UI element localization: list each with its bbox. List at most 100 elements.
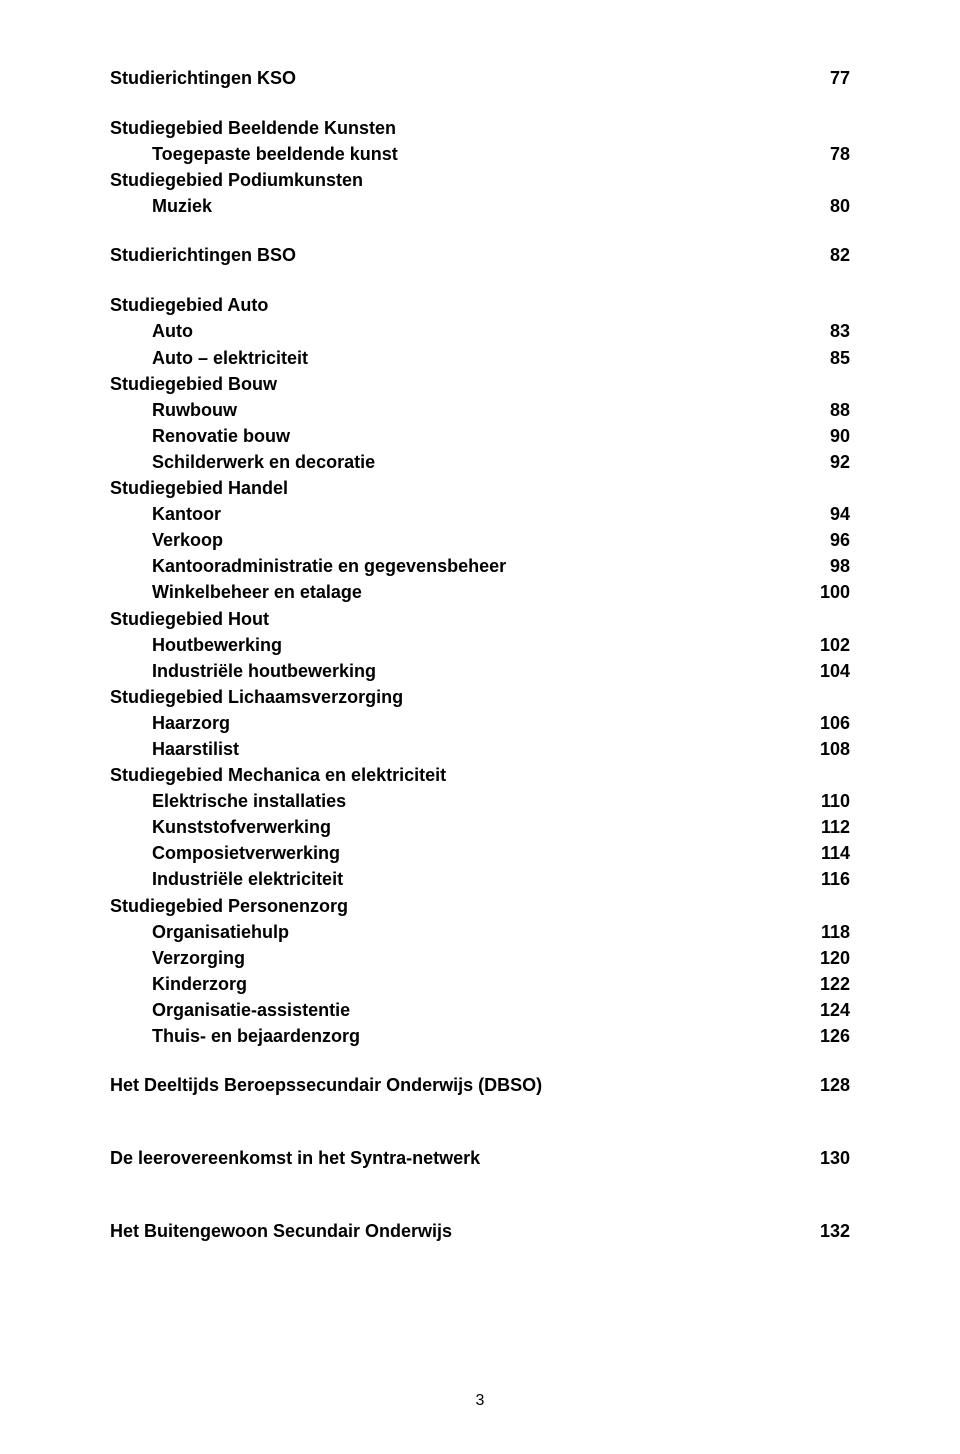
toc-entry: Winkelbeheer en etalage 100 <box>110 579 850 605</box>
toc-entry-page: 120 <box>820 945 850 971</box>
toc-entry-label: Thuis- en bejaardenzorg <box>152 1023 360 1049</box>
toc-entry-label: Kunststofverwerking <box>152 814 331 840</box>
toc-entry-label: Ruwbouw <box>152 397 237 423</box>
toc-entry: Industriële elektriciteit 116 <box>110 866 850 892</box>
toc-entry-label: Houtbewerking <box>152 632 282 658</box>
toc-entry-page: 122 <box>820 971 850 997</box>
toc-group-label: Studiegebied Auto <box>110 292 268 318</box>
toc-section-header: Studierichtingen KSO77 <box>110 68 850 89</box>
section-spacer <box>110 1049 850 1075</box>
toc-entry-page: 106 <box>820 710 850 736</box>
toc-entry-page: 116 <box>821 866 850 892</box>
toc-section-label: Het Deeltijds Beroepssecundair Onderwijs… <box>110 1075 542 1096</box>
toc-section-page: 132 <box>820 1221 850 1242</box>
toc-group-label: Studiegebied Handel <box>110 475 288 501</box>
toc-section-label: Studierichtingen BSO <box>110 245 296 266</box>
toc-entry-page: 104 <box>820 658 850 684</box>
toc-entry-page: 98 <box>830 553 850 579</box>
toc-entry-label: Haarzorg <box>152 710 230 736</box>
toc-entry-label: Muziek <box>152 193 212 219</box>
toc-entry-page: 78 <box>830 141 850 167</box>
toc-entry-page: 112 <box>821 814 850 840</box>
toc-group-title: Studiegebied Podiumkunsten <box>110 167 850 193</box>
toc-group-label: Studiegebied Hout <box>110 606 269 632</box>
toc-entry-label: Winkelbeheer en etalage <box>152 579 362 605</box>
toc-entry-page: 100 <box>820 579 850 605</box>
toc-section-page: 130 <box>820 1148 850 1169</box>
section-spacer <box>110 219 850 245</box>
toc-entry: Verzorging 120 <box>110 945 850 971</box>
toc-entry: Verkoop 96 <box>110 527 850 553</box>
toc-entry-page: 83 <box>830 318 850 344</box>
toc-entry: Auto – elektriciteit 85 <box>110 345 850 371</box>
toc-group-title: Studiegebied Handel <box>110 475 850 501</box>
toc-entry: Ruwbouw 88 <box>110 397 850 423</box>
toc-group-title: Studiegebied Lichaamsverzorging <box>110 684 850 710</box>
toc-section-label: Het Buitengewoon Secundair Onderwijs <box>110 1221 452 1242</box>
toc-group-label: Studiegebied Podiumkunsten <box>110 167 363 193</box>
toc-group-label: Studiegebied Lichaamsverzorging <box>110 684 403 710</box>
toc-entry: Elektrische installaties110 <box>110 788 850 814</box>
toc-group-title: Studiegebied Bouw <box>110 371 850 397</box>
toc-entry: Organisatiehulp 118 <box>110 919 850 945</box>
toc-entry-label: Kinderzorg <box>152 971 247 997</box>
toc-entry-page: 88 <box>830 397 850 423</box>
toc-entry-page: 108 <box>820 736 850 762</box>
toc-entry-page: 80 <box>830 193 850 219</box>
toc-entry: Haarzorg 106 <box>110 710 850 736</box>
toc-section-header: De leerovereenkomst in het Syntra-netwer… <box>110 1148 850 1169</box>
toc-entry: Auto 83 <box>110 318 850 344</box>
toc-entry-page: 118 <box>821 919 850 945</box>
toc-entry-page: 90 <box>830 423 850 449</box>
toc-entry-label: Organisatiehulp <box>152 919 289 945</box>
toc-group-title: Studiegebied Beeldende Kunsten <box>110 115 850 141</box>
toc-entry-page: 85 <box>830 345 850 371</box>
toc-section-header: Het Deeltijds Beroepssecundair Onderwijs… <box>110 1075 850 1096</box>
toc-section-label: De leerovereenkomst in het Syntra-netwer… <box>110 1148 480 1169</box>
toc-entry-label: Haarstilist <box>152 736 239 762</box>
toc-group-label: Studiegebied Mechanica en elektriciteit <box>110 762 446 788</box>
toc-group-label: Studiegebied Personenzorg <box>110 893 348 919</box>
toc-entry-label: Organisatie-assistentie <box>152 997 350 1023</box>
toc-entry-label: Elektrische installaties <box>152 788 346 814</box>
toc-entry: Organisatie-assistentie 124 <box>110 997 850 1023</box>
toc-group-title: Studiegebied Personenzorg <box>110 893 850 919</box>
toc-entry-page: 114 <box>821 840 850 866</box>
toc-entry-label: Composietverwerking <box>152 840 340 866</box>
toc-entry: Houtbewerking 102 <box>110 632 850 658</box>
toc-entry: Industriële houtbewerking104 <box>110 658 850 684</box>
toc-entry-label: Verkoop <box>152 527 223 553</box>
toc-entry-label: Kantooradministratie en gegevensbeheer <box>152 553 506 579</box>
toc-entry-page: 124 <box>820 997 850 1023</box>
toc-entry-label: Schilderwerk en decoratie <box>152 449 375 475</box>
toc-group-label: Studiegebied Beeldende Kunsten <box>110 115 396 141</box>
toc-section-label: Studierichtingen KSO <box>110 68 296 89</box>
toc-entry-page: 102 <box>820 632 850 658</box>
section-spacer <box>110 1268 850 1294</box>
toc-entry: Kantooradministratie en gegevensbeheer 98 <box>110 553 850 579</box>
toc-entry-page: 92 <box>830 449 850 475</box>
toc-page: Studierichtingen KSO77 Studiegebied Beeld… <box>0 0 960 1454</box>
toc-entry: Haarstilist 108 <box>110 736 850 762</box>
toc-entry-label: Industriële elektriciteit <box>152 866 343 892</box>
section-spacer <box>110 1195 850 1221</box>
section-spacer <box>110 1122 850 1148</box>
toc-entry: Thuis- en bejaardenzorg 126 <box>110 1023 850 1049</box>
toc-group-label: Studiegebied Bouw <box>110 371 277 397</box>
toc-entry-page: 126 <box>820 1023 850 1049</box>
toc-entry: Kinderzorg 122 <box>110 971 850 997</box>
toc-entry-page: 96 <box>830 527 850 553</box>
toc-entry-label: Toegepaste beeldende kunst <box>152 141 398 167</box>
toc-group-title: Studiegebied Auto <box>110 292 850 318</box>
toc-entry-label: Auto <box>152 318 193 344</box>
toc-section-header: Studierichtingen BSO 82 <box>110 245 850 266</box>
toc-entry: Composietverwerking 114 <box>110 840 850 866</box>
toc-group-title: Studiegebied Hout <box>110 606 850 632</box>
toc-entry-label: Renovatie bouw <box>152 423 290 449</box>
toc-entry-label: Verzorging <box>152 945 245 971</box>
toc-entry: Schilderwerk en decoratie 92 <box>110 449 850 475</box>
toc-section-page: 82 <box>830 245 850 266</box>
toc-entry-label: Auto – elektriciteit <box>152 345 308 371</box>
toc-content: Studierichtingen KSO77 Studiegebied Beeld… <box>110 68 850 1294</box>
toc-entry: Toegepaste beeldende kunst 78 <box>110 141 850 167</box>
